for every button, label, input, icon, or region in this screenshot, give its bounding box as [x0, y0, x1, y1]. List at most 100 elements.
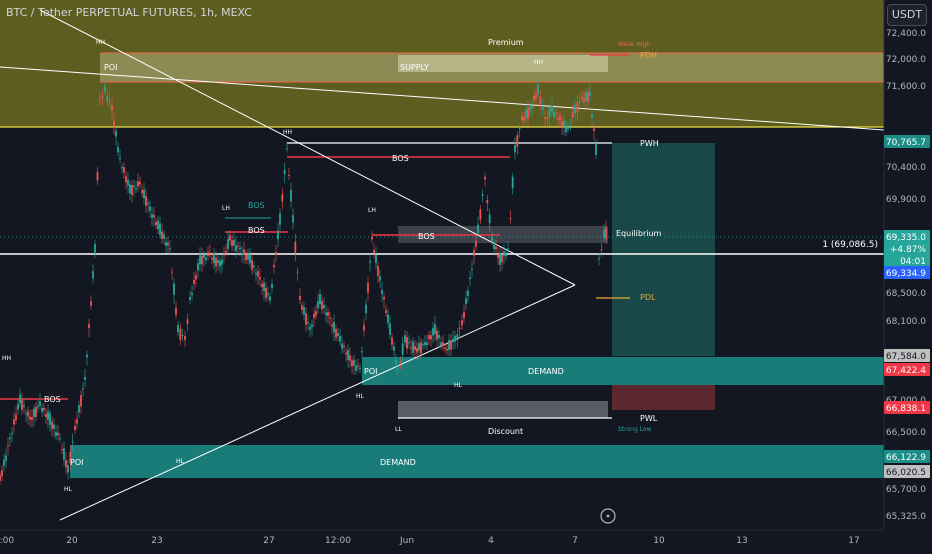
candle-body	[153, 214, 155, 218]
x-tick-label: 2:00	[0, 536, 14, 546]
candle-body	[518, 128, 521, 130]
y-tick-label: 71,600.0	[886, 82, 926, 92]
supply-inner-box	[398, 55, 608, 72]
candle-body	[323, 305, 325, 308]
candle-body	[414, 346, 416, 350]
candle-body	[71, 441, 74, 443]
candle-body	[389, 323, 391, 335]
candle-body	[181, 334, 184, 336]
candle-body	[381, 290, 383, 294]
trendline-upper-diag	[0, 66, 885, 131]
candle-body	[115, 130, 117, 137]
candle-body	[145, 196, 147, 206]
candle-body	[173, 283, 175, 295]
candle-body	[1, 470, 3, 477]
candle-body	[133, 185, 135, 188]
candle-body	[509, 218, 512, 220]
candle-body	[533, 96, 535, 100]
svg-text:69,334.9: 69,334.9	[886, 269, 926, 279]
candle-body	[19, 394, 21, 404]
candle-body	[51, 421, 53, 429]
candle-body	[167, 242, 169, 246]
lh-left-label: LH	[222, 205, 230, 212]
candle-body	[141, 190, 143, 193]
time-axis[interactable]: 2:00 20 23 27 12:00 Jun 4 7 10 13 17	[0, 536, 860, 546]
candle-body	[546, 117, 549, 120]
candle-body	[63, 448, 65, 460]
candle-body	[123, 167, 125, 173]
bos-mid-label: BOS	[418, 232, 435, 241]
candle-body	[99, 97, 101, 99]
candle-body	[249, 254, 251, 264]
candle-body	[313, 314, 315, 318]
candle-body	[151, 214, 153, 218]
svg-text:67,584.0: 67,584.0	[886, 352, 926, 362]
candle-body	[94, 244, 96, 254]
candle-body	[367, 282, 369, 293]
candle-body	[245, 254, 247, 261]
candle-body	[78, 405, 80, 413]
price-axis[interactable]: 72,400.0 72,000.0 71,600.0 70,400.0 69,900.0…	[886, 29, 926, 522]
price-badge: 69,334.9	[884, 266, 930, 279]
candle-body	[377, 266, 379, 276]
candle-body	[385, 310, 387, 313]
candle-body	[391, 337, 393, 345]
pwl-label: PWL	[640, 414, 658, 423]
candle-body	[199, 254, 201, 264]
discount-box	[398, 401, 608, 418]
candle-body	[432, 328, 434, 336]
lightning-icon[interactable]	[600, 508, 616, 524]
candle-body	[279, 213, 281, 225]
candle-body	[43, 407, 45, 411]
candle-body	[514, 145, 516, 153]
candle-body	[343, 345, 345, 347]
candle-body	[241, 253, 243, 255]
candle-body	[325, 312, 327, 316]
candle-body	[191, 292, 193, 296]
supply-label: SUPPLY	[400, 63, 429, 72]
y-tick-label: 68,500.0	[886, 289, 926, 299]
candle-body	[67, 465, 69, 473]
candle-body	[383, 296, 385, 300]
candle-body	[365, 304, 367, 314]
y-tick-label: 68,100.0	[886, 317, 926, 327]
candle-body	[223, 252, 225, 254]
candle-body	[229, 235, 231, 241]
candle-body	[82, 388, 84, 390]
candle-body	[503, 251, 505, 256]
poi-top-label: POI	[104, 63, 117, 72]
y-tick-label: 69,900.0	[886, 195, 926, 205]
candle-body	[493, 245, 495, 249]
candle-body	[137, 181, 139, 187]
candle-body	[7, 445, 9, 447]
svg-text:66,838.1: 66,838.1	[886, 404, 926, 414]
candle-body	[104, 85, 106, 92]
candle-body	[117, 146, 119, 153]
candle-body	[165, 242, 167, 246]
demand-upper-label: DEMAND	[528, 367, 564, 376]
candle-body	[347, 350, 349, 360]
candle-body	[598, 258, 600, 260]
candle-body	[444, 347, 446, 349]
y-tick-label: 72,000.0	[886, 55, 926, 65]
ll-label: LL	[395, 426, 402, 433]
x-tick-label: 20	[66, 536, 78, 546]
candle-body	[327, 312, 329, 316]
candle-body	[96, 171, 99, 181]
y-tick-label: 65,325.0	[886, 512, 926, 522]
price-badge: 67,584.0	[884, 349, 930, 362]
candle-body	[161, 231, 163, 239]
currency-button[interactable]: USDT	[887, 4, 927, 26]
candle-body	[259, 276, 261, 280]
x-tick-label: 17	[848, 536, 859, 546]
candle-body	[581, 96, 583, 100]
candle-body	[135, 188, 137, 190]
candle-body	[595, 143, 597, 155]
candle-body	[583, 98, 585, 102]
candle-body	[349, 355, 351, 361]
candle-body	[600, 249, 603, 251]
candle-body	[497, 255, 499, 258]
hl-low2-label: HL	[454, 382, 463, 389]
candle-body	[288, 174, 290, 176]
